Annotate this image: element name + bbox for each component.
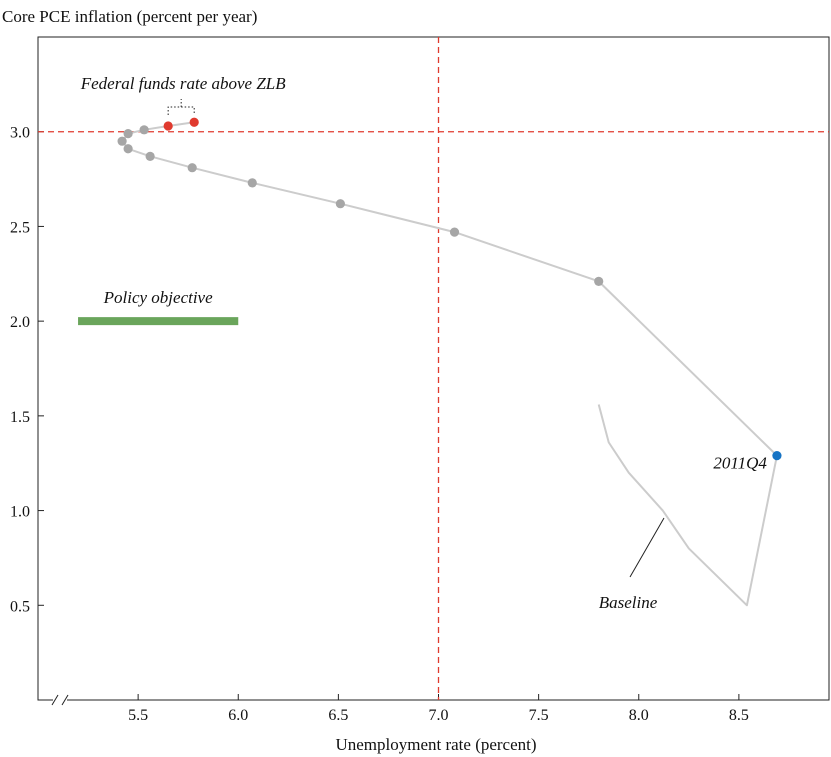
gray-data-point	[123, 129, 133, 139]
y-tick-label: 3.0	[10, 125, 30, 142]
blue-data-point	[772, 451, 782, 461]
baseline-leader-line	[629, 517, 665, 578]
x-tick-label: 5.5	[128, 707, 148, 724]
x-tick-label: 8.0	[629, 707, 649, 724]
gray-data-point	[117, 136, 127, 146]
y-tick-label: 1.0	[10, 504, 30, 521]
ffr-bracket	[167, 99, 195, 115]
ffr-above-zlb-label: Federal funds rate above ZLB	[80, 74, 287, 93]
policy-objective-label: Policy objective	[103, 288, 213, 307]
axis-break-gap	[53, 696, 67, 704]
gray-data-point	[247, 178, 257, 188]
data-markers	[117, 117, 782, 461]
annotations: Policy objective 2011Q4 Federal funds rate…	[78, 74, 767, 612]
axis-break-mark	[51, 694, 59, 706]
baseline-label: Baseline	[599, 593, 658, 612]
gray-data-point	[123, 144, 133, 154]
tick-marks: 5.5 6.0 6.5 7.0 7.5 8.0 8.5 0.5 1.0 1.5 2.0 2.5 3.0	[10, 125, 749, 724]
gray-data-point	[594, 276, 604, 286]
y-tick-label: 2.5	[10, 219, 30, 236]
red-data-point	[163, 121, 173, 131]
gray-data-point	[335, 199, 345, 209]
y-axis-title: Core PCE inflation (percent per year)	[2, 7, 257, 26]
x-axis-title: Unemployment rate (percent)	[335, 735, 536, 754]
projection-path-line	[121, 121, 778, 457]
axis-break-mark	[61, 694, 69, 706]
y-tick-label: 1.5	[10, 409, 30, 426]
red-data-point	[189, 117, 199, 127]
x-tick-label: 7.5	[529, 707, 549, 724]
baseline-path-line	[597, 404, 778, 607]
gray-data-point	[145, 151, 155, 161]
y-tick-label: 0.5	[10, 598, 30, 615]
y-tick-label: 2.0	[10, 314, 30, 331]
series-lines	[121, 121, 778, 607]
gray-data-point	[449, 227, 460, 237]
x-tick-label: 8.5	[729, 707, 749, 724]
x-tick-label: 7.0	[429, 707, 449, 724]
start-point-label: 2011Q4	[713, 454, 767, 473]
threshold-lines	[38, 37, 829, 700]
gray-data-point	[139, 125, 149, 135]
plot-frame	[37, 36, 830, 701]
x-tick-label: 6.5	[328, 707, 348, 724]
x-tick-label: 6.0	[228, 707, 248, 724]
gray-data-point	[187, 163, 197, 173]
